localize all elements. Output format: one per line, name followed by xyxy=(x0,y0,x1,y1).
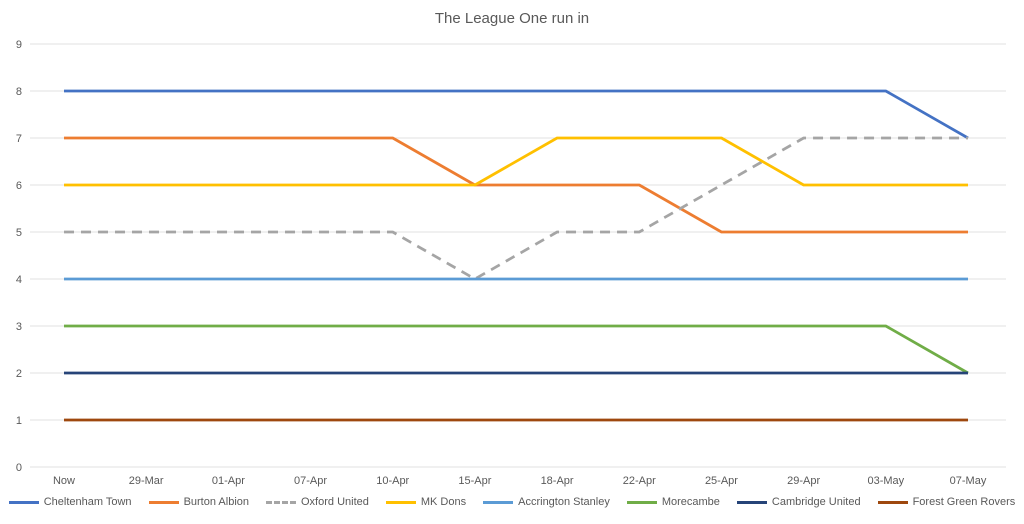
x-axis-tick-03-may: 03-May xyxy=(867,475,904,487)
x-axis-tick-25-apr: 25-Apr xyxy=(705,475,738,487)
legend-label-mk-dons: MK Dons xyxy=(420,496,467,508)
legend-item-accrington-stanley: Accrington Stanley xyxy=(483,496,610,508)
x-axis-tick-now: Now xyxy=(53,475,75,487)
legend-swatch-mk-dons xyxy=(385,500,416,504)
legend-label-forest-green-rovers: Forest Green Rovers xyxy=(912,496,1016,508)
legend-swatch-forest-green-rovers xyxy=(877,500,908,504)
legend-item-mk-dons: MK Dons xyxy=(385,496,467,508)
y-axis-tick-0: 0 xyxy=(16,462,22,474)
legend-swatch-burton-albion xyxy=(148,500,179,504)
x-axis-tick-10-apr: 10-Apr xyxy=(376,475,409,487)
legend-swatch-morecambe xyxy=(626,500,657,504)
legend-swatch-accrington-stanley xyxy=(483,500,514,504)
series-line-mk-dons xyxy=(64,136,968,187)
y-axis-tick-3: 3 xyxy=(16,321,22,333)
legend-item-oxford-united: Oxford United xyxy=(266,496,369,508)
legend-item-morecambe: Morecambe xyxy=(626,496,720,508)
y-axis-tick-1: 1 xyxy=(16,415,22,427)
legend-swatch-cheltenham-town xyxy=(8,500,39,504)
legend-label-morecambe: Morecambe xyxy=(661,496,720,508)
legend-label-cheltenham-town: Cheltenham Town xyxy=(43,496,132,508)
series-line-burton-albion xyxy=(64,136,968,234)
x-axis-tick-07-may: 07-May xyxy=(950,475,987,487)
legend-swatch-oxford-united xyxy=(266,500,296,504)
legend-label-burton-albion: Burton Albion xyxy=(183,496,249,508)
chart-legend: Cheltenham Town Burton Albion Oxford Unite… xyxy=(0,496,1024,508)
y-axis-tick-9: 9 xyxy=(16,39,22,51)
legend-label-accrington-stanley: Accrington Stanley xyxy=(518,496,610,508)
series-line-cheltenham-town xyxy=(64,89,969,140)
legend-item-forest-green-rovers: Forest Green Rovers xyxy=(877,496,1016,508)
y-axis-tick-8: 8 xyxy=(16,86,22,98)
y-axis-tick-6: 6 xyxy=(16,180,22,192)
legend-item-cambridge-united: Cambridge United xyxy=(736,496,861,508)
legend-label-oxford-united: Oxford United xyxy=(301,496,369,508)
y-axis-tick-2: 2 xyxy=(16,368,22,380)
y-axis-tick-4: 4 xyxy=(16,274,22,286)
legend-item-cheltenham-town: Cheltenham Town xyxy=(8,496,132,508)
x-axis-tick-01-apr: 01-Apr xyxy=(212,475,245,487)
y-axis-tick-7: 7 xyxy=(16,133,22,145)
x-axis-tick-07-apr: 07-Apr xyxy=(294,475,327,487)
chart-title: The League One run in xyxy=(434,10,590,27)
y-axis-tick-5: 5 xyxy=(16,227,22,239)
legend-item-burton-albion: Burton Albion xyxy=(148,496,249,508)
legend-swatch-cambridge-united xyxy=(736,500,767,504)
series-line-morecambe xyxy=(64,324,969,375)
x-axis-tick-29-mar: 29-Mar xyxy=(129,475,164,487)
x-axis-tick-29-apr: 29-Apr xyxy=(787,475,820,487)
x-axis-tick-22-apr: 22-Apr xyxy=(623,475,656,487)
legend-label-cambridge-united: Cambridge United xyxy=(771,496,861,508)
series-line-oxford-united xyxy=(64,136,968,281)
x-axis-tick-15-apr: 15-Apr xyxy=(458,475,491,487)
x-axis-tick-18-apr: 18-Apr xyxy=(541,475,574,487)
